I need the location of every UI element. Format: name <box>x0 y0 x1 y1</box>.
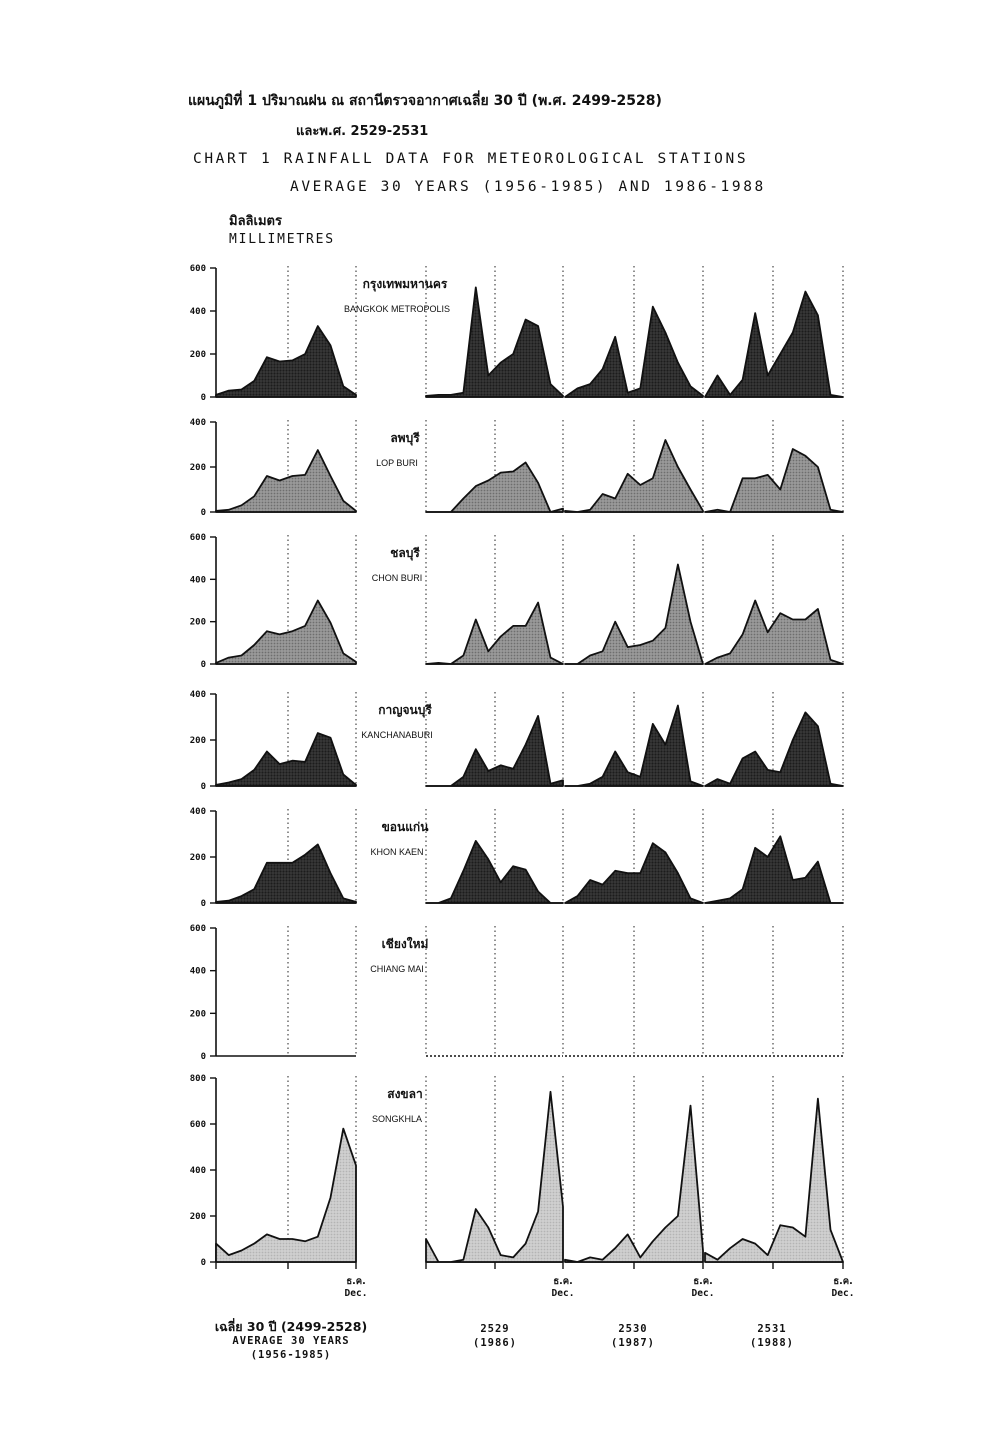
rainfall-area <box>215 1127 357 1263</box>
rainfall-area <box>564 305 704 398</box>
rainfall-area <box>704 835 844 904</box>
rainfall-area <box>564 439 704 513</box>
y-tick-label: 200 <box>190 736 206 746</box>
station-name-thai: กาญจนบุรี <box>378 703 432 718</box>
rainfall-area <box>425 286 564 398</box>
rainfall-area <box>564 704 704 787</box>
rainfall-area <box>564 1104 704 1263</box>
y-tick-label: 200 <box>190 853 206 863</box>
group-label-1987-english: (1987) <box>611 1337 655 1349</box>
chart-title-thai-line2: และพ.ศ. 2529-2531 <box>296 124 429 139</box>
y-tick-label: 600 <box>190 533 206 543</box>
dec-label-thai: ธ.ค. <box>833 1276 852 1287</box>
dec-label-thai: ธ.ค. <box>693 1276 712 1287</box>
station-name-english: CHIANG MAI <box>370 964 424 974</box>
rainfall-area <box>215 732 357 787</box>
y-tick-label: 0 <box>201 1258 206 1268</box>
y-tick-label: 0 <box>201 508 206 518</box>
group-label-1986: 2529 (1986) <box>455 1322 535 1350</box>
y-tick-label: 400 <box>190 575 206 585</box>
group-label-1988-thai: 2531 <box>757 1323 787 1335</box>
station-name-english: CHON BURI <box>372 573 423 583</box>
y-tick-label: 400 <box>190 307 206 317</box>
panel-chiang-mai: 600 400 200 0 เชียงใหม่ CHIANG MAI <box>190 924 844 1062</box>
panel-kanchanaburi: 400 200 0 กาญจนบุรี KANCHANABURI <box>190 690 844 792</box>
rainfall-area <box>215 599 357 665</box>
y-tick-label: 0 <box>201 660 206 670</box>
y-tick-label: 400 <box>190 807 206 817</box>
y-tick-label: 400 <box>190 1166 206 1176</box>
chart-title-english: CHART 1 RAINFALL DATA FOR METEOROLOGICAL… <box>193 151 749 167</box>
y-tick-label: 600 <box>190 924 206 934</box>
rainfall-area <box>215 843 357 904</box>
y-tick-label: 0 <box>201 782 206 792</box>
rainfall-area <box>564 563 704 665</box>
dec-label-english: Dec. <box>692 1288 715 1299</box>
station-name-thai: ลพบุรี <box>390 431 420 446</box>
chart-subtitle-english: AVERAGE 30 YEARS (1956-1985) AND 1986-19… <box>290 179 766 195</box>
group-label-1987-thai: 2530 <box>618 1323 648 1335</box>
y-tick-label: 600 <box>190 264 206 274</box>
y-unit-english: MILLIMETRES <box>229 232 335 247</box>
station-name-thai: ชลบุรี <box>390 546 420 561</box>
rainfall-area <box>425 461 564 513</box>
rainfall-area <box>704 290 844 398</box>
station-name-english: SONGKHLA <box>372 1114 422 1124</box>
dec-label-thai: ธ.ค. <box>346 1276 365 1287</box>
dec-label-english: Dec. <box>345 1288 368 1299</box>
panel-songkhla: 800 600 400 200 0 สงขลา SONGKHLA <box>190 1074 844 1268</box>
station-name-thai: กรุงเทพมหานคร <box>363 277 448 292</box>
station-name-thai: เชียงใหม่ <box>382 936 429 951</box>
station-name-thai: ขอนแก่น <box>382 820 430 834</box>
panel-lop-buri: 400 200 0 ลพบุรี LOP BURI <box>190 418 844 518</box>
dec-label-english: Dec. <box>832 1288 855 1299</box>
rainfall-area <box>704 448 844 513</box>
rainfall-area <box>425 1090 564 1263</box>
rainfall-area <box>425 601 564 665</box>
dec-label-english: Dec. <box>552 1288 575 1299</box>
y-tick-label: 0 <box>201 899 206 909</box>
y-tick-label: 400 <box>190 418 206 428</box>
rainfall-area <box>215 449 357 513</box>
station-name-english: KANCHANABURI <box>361 730 433 740</box>
y-tick-label: 200 <box>190 1212 206 1222</box>
group-label-average-thai: เฉลี่ย 30 ปี (2499-2528) <box>214 1319 368 1334</box>
y-tick-label: 400 <box>190 967 206 977</box>
y-tick-label: 200 <box>190 463 206 473</box>
panel-khon-kaen: 400 200 0 ขอนแก่น KHON KAEN <box>190 807 844 909</box>
chart-title-thai: แผนภูมิที่ 1 ปริมาณฝน ณ สถานีตรวจอากาศเฉ… <box>188 93 662 109</box>
y-tick-label: 200 <box>190 350 206 360</box>
rainfall-area <box>704 1097 844 1263</box>
y-tick-label: 0 <box>201 1052 206 1062</box>
rainfall-area <box>704 711 844 787</box>
rainfall-area <box>704 599 844 665</box>
dec-label-thai: ธ.ค. <box>553 1276 572 1287</box>
y-tick-label: 200 <box>190 618 206 628</box>
group-label-1986-thai: 2529 <box>480 1323 510 1335</box>
y-tick-label: 200 <box>190 1009 206 1019</box>
group-label-average-english: AVERAGE 30 YEARS <box>232 1335 350 1347</box>
group-label-1987: 2530 (1987) <box>593 1322 673 1350</box>
y-tick-label: 400 <box>190 690 206 700</box>
group-label-1988-english: (1988) <box>750 1337 794 1349</box>
rainfall-area <box>425 840 564 904</box>
station-name-english: BANGKOK METROPOLIS <box>344 304 450 314</box>
panel-chon-buri: 600 400 200 0 ชลบุรี CHON BURI <box>190 533 844 670</box>
group-label-1986-english: (1986) <box>473 1337 517 1349</box>
station-name-english: KHON KAEN <box>370 847 423 857</box>
rainfall-area <box>564 842 704 904</box>
rainfall-area <box>425 715 564 787</box>
y-unit-thai: มิลลิเมตร <box>229 214 282 229</box>
group-label-average-years: (1956-1985) <box>250 1349 332 1361</box>
y-tick-label: 600 <box>190 1120 206 1130</box>
y-tick-label: 800 <box>190 1074 206 1084</box>
group-label-average: เฉลี่ย 30 ปี (2499-2528) AVERAGE 30 YEAR… <box>196 1320 386 1362</box>
rainfall-area <box>215 325 357 398</box>
panel-bangkok-metropolis: 600 400 200 0 กรุงเทพมหานคร BANGKOK METROPOLI… <box>190 264 844 403</box>
group-label-1988: 2531 (1988) <box>732 1322 812 1350</box>
station-name-english: LOP BURI <box>376 458 418 468</box>
y-tick-label: 0 <box>201 393 206 403</box>
station-name-thai: สงขลา <box>387 1087 422 1101</box>
